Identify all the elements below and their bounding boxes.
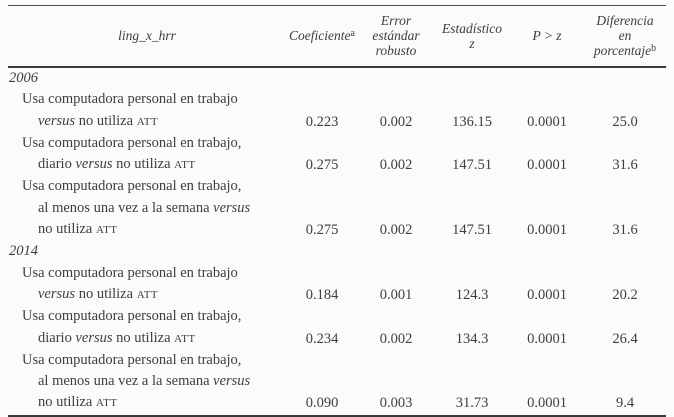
table-row: Usa computadora personal en trabajo, diar… <box>8 133 666 177</box>
column-header-estadistico-z: Estadístico z <box>434 5 510 68</box>
column-header-diferencia-porcentaje: Diferencia en porcentajeb <box>584 5 666 68</box>
variable-name: ling_x_hrr <box>118 28 176 43</box>
row-label: Usa computadora personal en trabajo versu… <box>8 263 286 307</box>
row-label-line: no utiliza ATT <box>38 394 118 411</box>
row-label-line: diario versus no utiliza ATT <box>38 329 196 346</box>
value-estadistico-z: 147.51 <box>452 222 492 239</box>
table-row: Usa computadora personal en trabajo, al m… <box>8 350 666 416</box>
footnote-marker-b: b <box>651 43 657 54</box>
value-diferencia-porcentaje: 25.0 <box>612 113 638 130</box>
value-p-z: 0.0001 <box>527 286 567 303</box>
row-label-line: Usa computadora personal en trabajo, <box>22 308 242 325</box>
row-label-line: versus no utiliza ATT <box>38 285 159 302</box>
value-p-z: 0.0001 <box>527 395 567 412</box>
value-diferencia-porcentaje: 31.6 <box>612 157 638 174</box>
regression-table-wrap: ling_x_hrr Coeficientea Error estándar rob… <box>8 5 666 417</box>
value-p-z: 0.0001 <box>527 157 567 174</box>
section-year-label: 2006 <box>9 70 38 86</box>
row-label-line: versus no utiliza ATT <box>38 112 159 129</box>
column-header-coeficiente: Coeficientea <box>286 5 358 68</box>
value-coeficiente: 0.090 <box>305 395 339 412</box>
value-estadistico-z: 31.73 <box>455 395 489 412</box>
value-p-z: 0.0001 <box>527 330 567 347</box>
table-row: Usa computadora personal en trabajo, diar… <box>8 306 666 350</box>
value-diferencia-porcentaje: 31.6 <box>612 222 638 239</box>
row-label-line: no utiliza ATT <box>38 221 118 238</box>
value-coeficiente: 0.223 <box>305 113 339 130</box>
row-label: Usa computadora personal en trabajo, diar… <box>8 133 286 177</box>
row-label-line: diario versus no utiliza ATT <box>38 156 196 173</box>
table-row: Usa computadora personal en trabajo versu… <box>8 89 666 133</box>
value-estadistico-z: 134.3 <box>455 330 489 347</box>
footnote-marker-a: a <box>350 28 355 39</box>
value-error-estandar: 0.003 <box>379 395 413 412</box>
row-label: Usa computadora personal en trabajo versu… <box>8 89 286 133</box>
column-header-variable: ling_x_hrr <box>8 5 286 68</box>
table-body: 2006 Usa computadora personal en trabajo v… <box>8 67 666 416</box>
row-label: Usa computadora personal en trabajo, diar… <box>8 306 286 350</box>
row-label-line: Usa computadora personal en trabajo <box>22 91 238 108</box>
table-header: ling_x_hrr Coeficientea Error estándar rob… <box>8 5 666 68</box>
section-year-label: 2014 <box>9 243 38 260</box>
value-error-estandar: 0.002 <box>379 113 413 130</box>
row-label-line: Usa computadora personal en trabajo, <box>22 178 242 195</box>
row-label-line: Usa computadora personal en trabajo, <box>22 134 242 151</box>
value-diferencia-porcentaje: 20.2 <box>612 286 638 303</box>
row-label-line: Usa computadora personal en trabajo <box>22 264 238 281</box>
value-diferencia-porcentaje: 26.4 <box>612 330 638 347</box>
table-row: Usa computadora personal en trabajo versu… <box>8 263 666 307</box>
value-coeficiente: 0.234 <box>305 330 339 347</box>
value-error-estandar: 0.001 <box>379 286 413 303</box>
value-estadistico-z: 147.51 <box>452 157 492 174</box>
value-coeficiente: 0.275 <box>305 157 339 174</box>
row-label-line: al menos una vez a la semana versus <box>38 199 251 216</box>
value-p-z: 0.0001 <box>527 113 567 130</box>
row-label: Usa computadora personal en trabajo, al m… <box>8 350 286 416</box>
value-error-estandar: 0.002 <box>379 222 413 239</box>
value-estadistico-z: 136.15 <box>452 113 492 130</box>
value-error-estandar: 0.002 <box>379 330 413 347</box>
column-header-error-estandar: Error estándar robusto <box>358 5 434 68</box>
regression-results-table: ling_x_hrr Coeficientea Error estándar rob… <box>8 5 666 417</box>
column-header-p-z: P > z <box>510 5 584 68</box>
value-diferencia-porcentaje: 9.4 <box>615 395 635 412</box>
row-label: Usa computadora personal en trabajo, al m… <box>8 176 286 241</box>
value-estadistico-z: 124.3 <box>455 286 489 303</box>
section-year-row: 2014 <box>8 241 666 262</box>
value-coeficiente: 0.184 <box>305 286 339 303</box>
value-coeficiente: 0.275 <box>305 222 339 239</box>
value-error-estandar: 0.002 <box>379 157 413 174</box>
row-label-line: Usa computadora personal en trabajo, <box>22 351 242 368</box>
section-year-row: 2006 <box>8 67 666 89</box>
row-label-line: al menos una vez a la semana versus <box>38 373 251 390</box>
value-p-z: 0.0001 <box>527 222 567 239</box>
table-row: Usa computadora personal en trabajo, al m… <box>8 176 666 241</box>
header-row: ling_x_hrr Coeficientea Error estándar rob… <box>8 5 666 68</box>
